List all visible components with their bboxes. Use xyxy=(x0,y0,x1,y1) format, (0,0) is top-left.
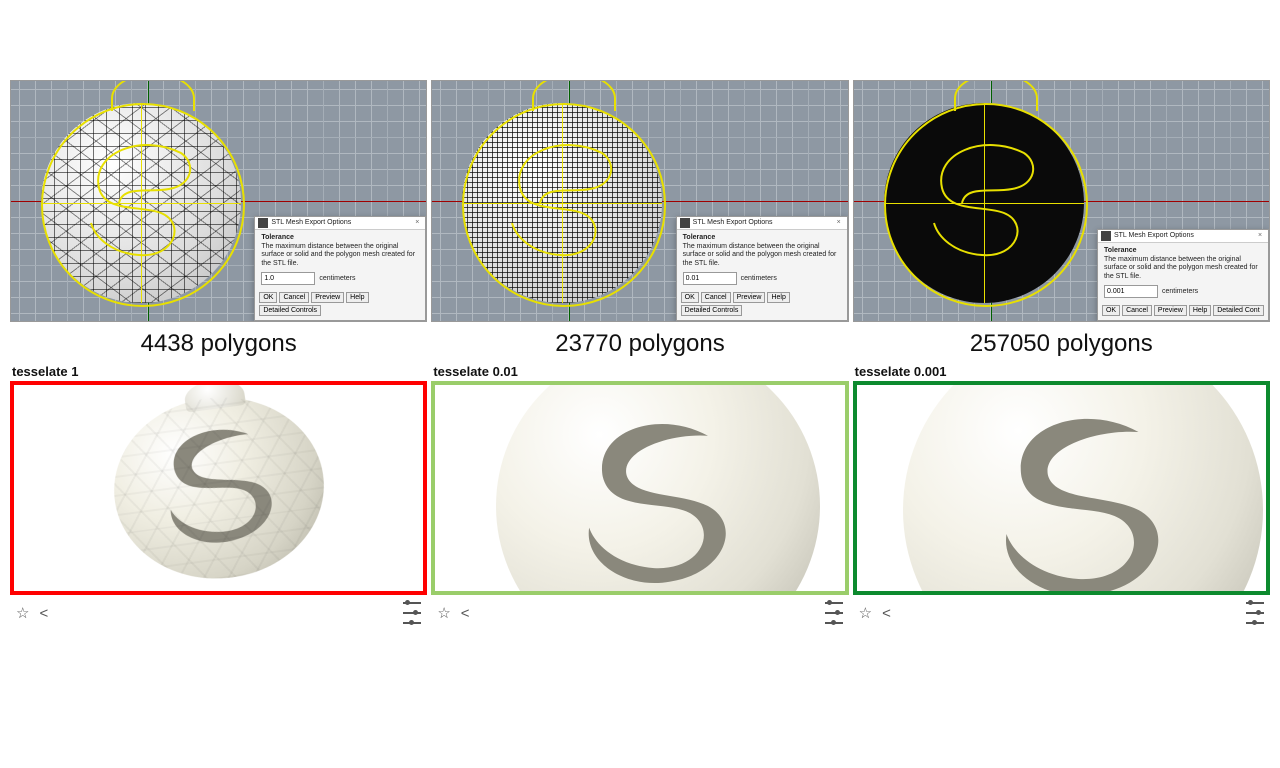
wireframe-row: STL Mesh Export Options × Tolerance The … xyxy=(10,80,1270,362)
tolerance-label: Tolerance xyxy=(683,234,841,241)
logo-s-emboss xyxy=(971,393,1196,595)
dialog-title: STL Mesh Export Options xyxy=(693,219,773,226)
pendant-loop-render xyxy=(182,381,246,413)
logo-s-emboss xyxy=(134,405,303,566)
panel-2: STL Mesh Export Options × Tolerance The … xyxy=(431,80,848,362)
rhino-icon xyxy=(680,218,690,228)
tolerance-description: The maximum distance between the origina… xyxy=(1104,256,1262,281)
render-label: tesselate 0.001 xyxy=(853,362,1270,381)
share-icon[interactable]: < xyxy=(882,605,891,622)
stl-export-dialog: STL Mesh Export Options × Tolerance The … xyxy=(676,216,848,321)
render-toolbar: ☆ < xyxy=(10,595,427,627)
settings-sliders-icon[interactable] xyxy=(825,599,843,627)
panel-1: STL Mesh Export Options × Tolerance The … xyxy=(10,80,427,362)
polygon-count-caption: 23770 polygons xyxy=(431,322,848,362)
tolerance-description: The maximum distance between the origina… xyxy=(683,243,841,268)
detailed-controls-button[interactable]: Detailed Cont xyxy=(1213,305,1263,316)
dialog-title: STL Mesh Export Options xyxy=(1114,232,1194,239)
pendant-loop xyxy=(532,80,616,111)
rendered-model xyxy=(496,381,820,595)
tolerance-description: The maximum distance between the origina… xyxy=(261,243,419,268)
render-label: tesselate 0.01 xyxy=(431,362,848,381)
ok-button[interactable]: OK xyxy=(1102,305,1120,316)
preview-button[interactable]: Preview xyxy=(1154,305,1187,316)
favorite-icon[interactable]: ☆ xyxy=(859,604,872,622)
tolerance-label: Tolerance xyxy=(1104,247,1262,254)
rhino-icon xyxy=(258,218,268,228)
viewport-2: STL Mesh Export Options × Tolerance The … xyxy=(431,80,848,322)
render-frame xyxy=(10,381,427,595)
rhino-icon xyxy=(1101,231,1111,241)
cancel-button[interactable]: Cancel xyxy=(701,292,731,303)
rendered-model xyxy=(903,381,1263,595)
ok-button[interactable]: OK xyxy=(681,292,699,303)
render-panel-3: tesselate 0.001 ☆ < xyxy=(853,362,1270,627)
render-label: tesselate 1 xyxy=(10,362,427,381)
settings-sliders-icon[interactable] xyxy=(1246,599,1264,627)
help-button[interactable]: Help xyxy=(1189,305,1211,316)
tolerance-units: centimeters xyxy=(1162,288,1198,295)
ok-button[interactable]: OK xyxy=(259,292,277,303)
help-button[interactable]: Help xyxy=(346,292,368,303)
tolerance-input[interactable] xyxy=(683,272,737,285)
polygon-count-caption: 4438 polygons xyxy=(10,322,427,362)
cancel-button[interactable]: Cancel xyxy=(279,292,309,303)
rendered-model xyxy=(101,385,335,592)
share-icon[interactable]: < xyxy=(39,605,48,622)
stl-export-dialog: STL Mesh Export Options × Tolerance The … xyxy=(1097,229,1269,321)
detailed-controls-button[interactable]: Detailed Controls xyxy=(259,305,321,316)
tolerance-units: centimeters xyxy=(741,275,777,282)
panel-3: STL Mesh Export Options × Tolerance The … xyxy=(853,80,1270,362)
render-panel-2: tesselate 0.01 ☆ < xyxy=(431,362,848,627)
help-button[interactable]: Help xyxy=(767,292,789,303)
favorite-icon[interactable]: ☆ xyxy=(16,604,29,622)
preview-button[interactable]: Preview xyxy=(311,292,344,303)
dialog-title: STL Mesh Export Options xyxy=(271,219,351,226)
selection-meridian xyxy=(562,103,563,303)
settings-sliders-icon[interactable] xyxy=(403,599,421,627)
tolerance-units: centimeters xyxy=(319,275,355,282)
polygon-count-caption: 257050 polygons xyxy=(853,322,1270,362)
logo-s-emboss xyxy=(557,401,760,595)
close-icon[interactable]: × xyxy=(834,219,844,226)
favorite-icon[interactable]: ☆ xyxy=(437,604,450,622)
render-row: tesselate 1 ☆ < tesselate 0.01 xyxy=(10,362,1270,627)
share-icon[interactable]: < xyxy=(461,605,470,622)
render-toolbar: ☆ < xyxy=(853,595,1270,627)
close-icon[interactable]: × xyxy=(412,219,422,226)
detailed-controls-button[interactable]: Detailed Controls xyxy=(681,305,743,316)
close-icon[interactable]: × xyxy=(1255,232,1265,239)
selection-meridian xyxy=(984,103,985,303)
render-frame xyxy=(431,381,848,595)
stl-export-dialog: STL Mesh Export Options × Tolerance The … xyxy=(254,216,426,321)
cancel-button[interactable]: Cancel xyxy=(1122,305,1152,316)
pendant-loop xyxy=(111,80,195,111)
tolerance-input[interactable] xyxy=(1104,285,1158,298)
render-frame xyxy=(853,381,1270,595)
selection-meridian xyxy=(141,103,142,303)
render-panel-1: tesselate 1 ☆ < xyxy=(10,362,427,627)
tolerance-label: Tolerance xyxy=(261,234,419,241)
viewport-1: STL Mesh Export Options × Tolerance The … xyxy=(10,80,427,322)
viewport-3: STL Mesh Export Options × Tolerance The … xyxy=(853,80,1270,322)
tolerance-input[interactable] xyxy=(261,272,315,285)
pendant-loop xyxy=(954,80,1038,111)
preview-button[interactable]: Preview xyxy=(733,292,766,303)
render-toolbar: ☆ < xyxy=(431,595,848,627)
